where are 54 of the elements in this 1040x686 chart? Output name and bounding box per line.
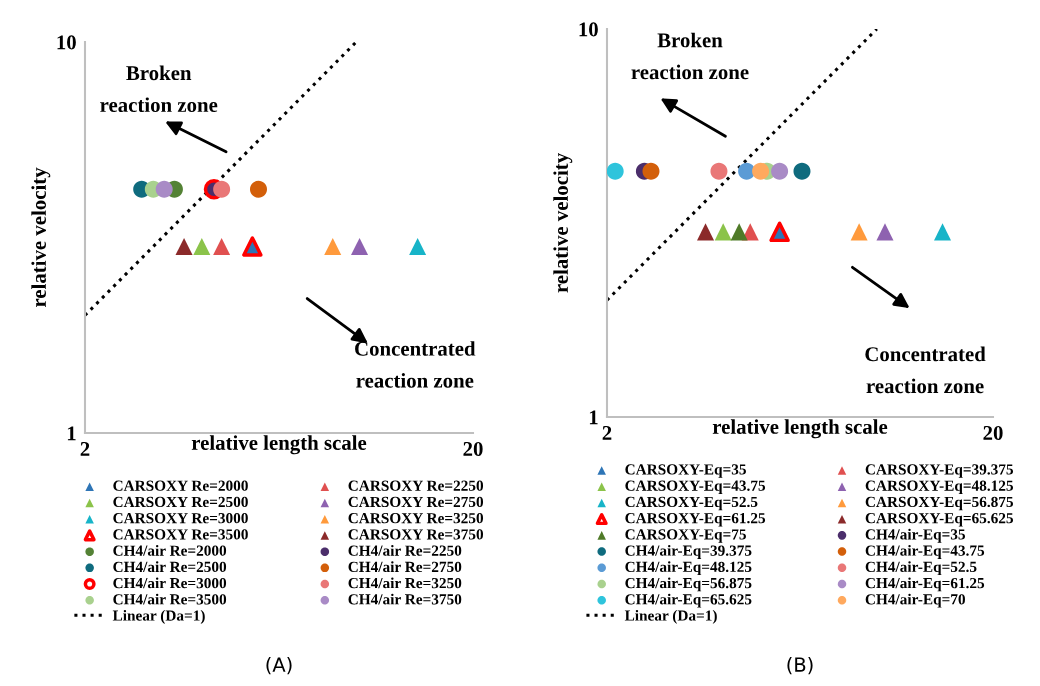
legend-label: CARSOXY Re=2750 [348, 496, 484, 508]
legend-label: CARSOXY-Eq=35 [625, 464, 746, 478]
legend-label: CH4/air-Eq=65.625 [625, 593, 752, 608]
legend-label: CH4/air Re=2250 [348, 545, 462, 556]
annotation: Concentrated reaction zone [355, 341, 476, 388]
legend-label: CARSOXY Re=3000 [113, 513, 248, 524]
annotation: Broken reaction zone [631, 32, 749, 80]
legend-label: CARSOXY-Eq=56.875 [865, 496, 1014, 511]
legend-label: CH4/air Re=3250 [348, 577, 462, 589]
legend-label: CARSOXY-Eq=39.375 [865, 464, 1014, 478]
legend-label: CARSOXY-Eq=52.5 [625, 496, 758, 511]
legend-label: CARSOXY Re=3750 [348, 529, 484, 540]
legend-label: CH4/air Re=2500 [113, 561, 227, 573]
y-tick-label: 1 [67, 426, 76, 441]
annotation: Broken reaction zone [100, 65, 218, 113]
legend-label: CH4/air Re=2750 [348, 561, 462, 573]
legend-label: CARSOXY Re=2250 [348, 480, 484, 491]
x-tick-label: 2 [602, 425, 612, 440]
legend-label: CH4/air-Eq=35 [865, 528, 966, 543]
text: (A) [266, 656, 292, 675]
legend-label: CH4/air Re=3500 [113, 593, 227, 605]
x-tick-label: 20 [983, 425, 1003, 440]
legend-label: CH4/air-Eq=56.875 [625, 577, 752, 592]
legend-label: CH4/air-Eq=61.25 [865, 577, 985, 592]
x-tick-label: 20 [463, 441, 483, 456]
legend-label: Linear (Da=1) [624, 609, 717, 624]
x-axis-title: relative length scale [191, 435, 367, 455]
x-axis-title: relative length scale [712, 419, 888, 439]
legend-label: CH4/air Re=3000 [113, 577, 227, 589]
legend-label: Linear (Da=1) [112, 610, 205, 624]
legend-label: CARSOXY Re=3250 [348, 513, 484, 524]
legend-label: CARSOXY-Eq=75 [625, 529, 746, 543]
y-tick-label: 10 [579, 22, 598, 37]
y-tick-label: 1 [589, 410, 598, 425]
y-tick-label: 10 [57, 35, 76, 50]
y-axis-title: relative velocity [553, 153, 573, 293]
legend-label: CH4/air-Eq=43.75 [865, 545, 985, 559]
legend-label: CH4/air Re=3750 [348, 593, 462, 605]
legend-label: CH4/air Re=2000 [113, 545, 227, 556]
legend-label: CARSOXY-Eq=43.75 [625, 480, 766, 494]
legend-label: CARSOXY-Eq=48.125 [865, 480, 1014, 494]
legend-label: CARSOXY-Eq=65.625 [865, 513, 1014, 527]
y-axis-title: relative velocity [31, 167, 51, 308]
legend-label: CARSOXY Re=2000 [113, 480, 248, 491]
legend-label: CH4/air-Eq=48.125 [625, 561, 752, 576]
legend-label: CH4/air-Eq=52.5 [865, 561, 977, 576]
legend-label: CARSOXY Re=3500 [113, 529, 248, 540]
annotation: Concentrated reaction zone [865, 346, 986, 394]
x-tick-label: 2 [80, 441, 90, 456]
legend-label: CH4/air-Eq=39.375 [625, 545, 752, 559]
legend-label: CH4/air-Eq=70 [865, 593, 965, 608]
legend-label: CARSOXY Re=2500 [113, 496, 248, 508]
legend-label: CARSOXY-Eq=61.25 [625, 513, 766, 527]
text: (B) [787, 656, 813, 675]
